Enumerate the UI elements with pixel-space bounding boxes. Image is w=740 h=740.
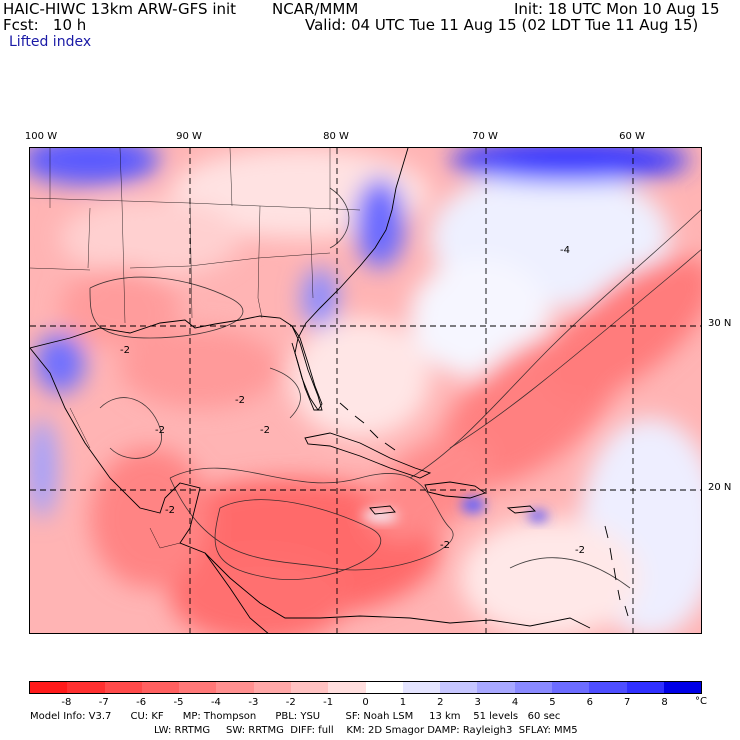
colorbar-cell <box>365 682 403 693</box>
contour-label: -2 <box>235 395 245 406</box>
colorbar-cell <box>67 682 105 693</box>
political-borders <box>30 148 361 549</box>
valid-time: Valid: 04 UTC Tue 11 Aug 15 (02 LDT Tue … <box>305 16 699 34</box>
colorbar-tick-label: 2 <box>437 697 444 708</box>
colorbar-tick-label: 0 <box>362 697 369 708</box>
colorbar-cell <box>551 682 590 693</box>
model-info-line2: LW: RRTMG SW: RRTMG DIFF: full KM: 2D Sm… <box>154 725 578 736</box>
colorbar-tick-label: -6 <box>136 697 147 708</box>
colorbar-tick-label: -8 <box>61 697 72 708</box>
colorbar-cell <box>216 682 254 693</box>
colorbar-cell <box>589 682 627 693</box>
init-time: Init: 18 UTC Mon 10 Aug 15 <box>514 0 720 18</box>
colorbar-cell <box>290 682 329 693</box>
field-name: Lifted index <box>9 34 92 50</box>
lon-label-60w: 60 W <box>619 131 645 142</box>
colorbar-tick-label: 3 <box>474 697 481 708</box>
model-title: HAIC-HIWC 13km ARW-GFS init <box>3 0 237 18</box>
lat-lon-grid <box>30 148 701 633</box>
colorbar-tick-label: 5 <box>549 697 556 708</box>
colorbar-tick-label: -7 <box>98 697 109 708</box>
contour-label: -2 <box>155 425 165 436</box>
contour-label: -2 <box>120 345 130 356</box>
coastlines <box>30 148 629 633</box>
colorbar-cell <box>30 682 68 693</box>
colorbar-cell <box>328 682 366 693</box>
lon-label-80w: 80 W <box>323 131 349 142</box>
lon-label-90w: 90 W <box>176 131 202 142</box>
lat-label-20n: 20 N <box>708 482 732 493</box>
colorbar-cell <box>626 682 664 693</box>
colorbar-tick-label: -3 <box>248 697 259 708</box>
contour-lines <box>89 187 701 589</box>
lifted-index-map: -2 -2 -2 -2 -2 -2 -4 -2 -2 <box>29 147 702 634</box>
colorbar-tick-label: 7 <box>624 697 631 708</box>
colorbar-tick-label: 6 <box>586 697 594 708</box>
colorbar-cell <box>179 682 217 693</box>
colorbar-cell <box>477 682 515 693</box>
colorbar-cell <box>514 682 552 693</box>
map-svg: -2 -2 -2 -2 -2 -2 -4 -2 -2 <box>30 148 701 633</box>
contour-label: -2 <box>575 545 585 556</box>
colorbar-cell <box>253 682 291 693</box>
colorbar-tick-label: 4 <box>511 697 519 708</box>
org-label: NCAR/MMM <box>272 0 359 18</box>
colorbar-cell <box>141 682 180 693</box>
colorbar-tick-label: -5 <box>173 697 184 708</box>
small-features <box>362 497 548 522</box>
colorbar-tick-label: 8 <box>661 697 668 708</box>
contour-value-labels: -2 -2 -2 -2 -2 -2 -4 -2 -2 <box>120 245 585 556</box>
colorbar <box>29 681 702 694</box>
colorbar-cell <box>663 682 702 693</box>
model-info-line1: Model Info: V3.7 CU: KF MP: Thompson PBL… <box>30 711 561 722</box>
forecast-hour: Fcst: 10 h <box>3 16 87 34</box>
lon-label-70w: 70 W <box>472 131 498 142</box>
colorbar-cell <box>104 682 142 693</box>
colorbar-cell <box>402 682 441 693</box>
contour-label: -2 <box>440 540 450 551</box>
contour-label: -2 <box>260 425 270 436</box>
colorbar-tick-label: -2 <box>285 697 296 708</box>
colorbar-tick-label: -4 <box>210 697 221 708</box>
lon-label-100w: 100 W <box>24 131 58 142</box>
colorbar-tick-label: -1 <box>323 697 334 708</box>
colorbar-tick-label: 1 <box>399 697 407 708</box>
colorbar-cell <box>440 682 478 693</box>
colorbar-unit: °C <box>695 696 707 707</box>
lat-label-30n: 30 N <box>708 318 732 329</box>
contour-label: -2 <box>165 505 175 516</box>
contour-label: -4 <box>560 245 570 256</box>
